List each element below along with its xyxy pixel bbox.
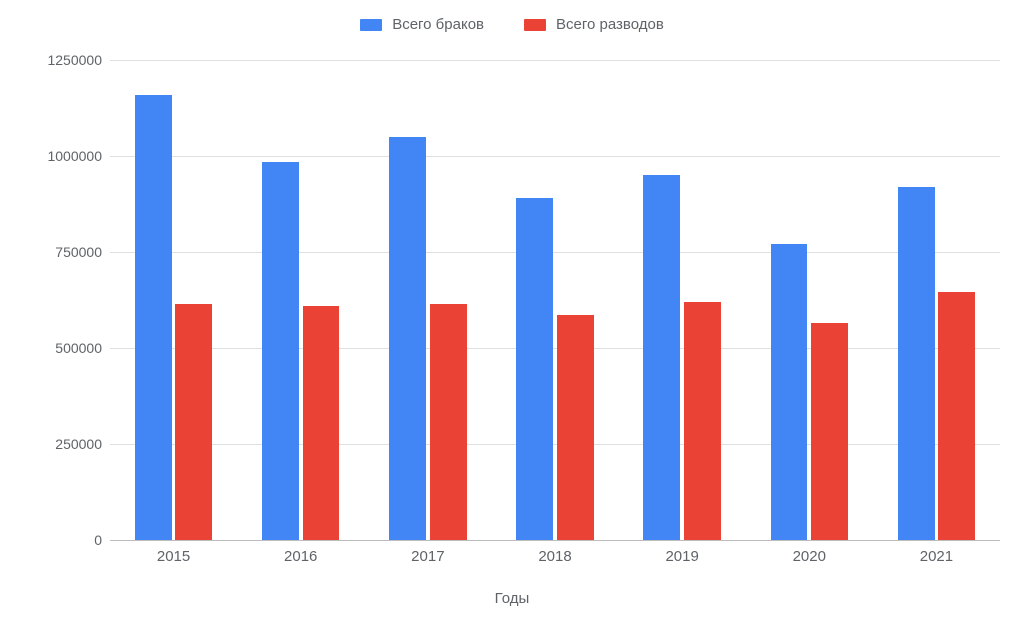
x-tick-label: 2015 — [157, 548, 190, 565]
x-tick-label: 2020 — [793, 548, 826, 565]
x-axis-label: Годы — [0, 590, 1024, 607]
gridline — [110, 252, 1000, 253]
y-tick-label: 1000000 — [47, 148, 102, 164]
legend-item-divorces: Всего разводов — [524, 16, 664, 33]
bar-divorces-2020 — [811, 323, 848, 540]
x-tick-label: 2016 — [284, 548, 317, 565]
bar-marriages-2018 — [516, 198, 553, 540]
y-tick-label: 0 — [94, 532, 102, 548]
plot-area — [110, 60, 1000, 540]
y-tick-label: 250000 — [55, 436, 102, 452]
legend: Всего браков Всего разводов — [0, 16, 1024, 33]
y-tick-label: 1250000 — [47, 52, 102, 68]
bar-divorces-2021 — [938, 292, 975, 540]
bar-marriages-2015 — [135, 95, 172, 540]
y-tick-label: 500000 — [55, 340, 102, 356]
bar-divorces-2015 — [175, 304, 212, 540]
gridline — [110, 348, 1000, 349]
axis-baseline — [110, 540, 1000, 541]
bar-marriages-2020 — [771, 244, 808, 540]
chart-container: Всего браков Всего разводов 0 250000 50000… — [0, 0, 1024, 633]
bar-marriages-2019 — [643, 175, 680, 540]
bar-divorces-2017 — [430, 304, 467, 540]
bar-marriages-2017 — [389, 137, 426, 540]
x-tick-label: 2018 — [538, 548, 571, 565]
bar-divorces-2016 — [303, 306, 340, 540]
gridline — [110, 156, 1000, 157]
y-tick-label: 750000 — [55, 244, 102, 260]
bar-marriages-2021 — [898, 187, 935, 540]
legend-item-marriages: Всего браков — [360, 16, 484, 33]
x-tick-label: 2021 — [920, 548, 953, 565]
legend-label: Всего разводов — [556, 16, 664, 33]
legend-swatch — [524, 19, 546, 31]
x-tick-label: 2019 — [665, 548, 698, 565]
bar-divorces-2018 — [557, 315, 594, 540]
gridline — [110, 444, 1000, 445]
gridline — [110, 60, 1000, 61]
legend-label: Всего браков — [392, 16, 484, 33]
x-tick-label: 2017 — [411, 548, 444, 565]
legend-swatch — [360, 19, 382, 31]
bar-divorces-2019 — [684, 302, 721, 540]
bar-marriages-2016 — [262, 162, 299, 540]
